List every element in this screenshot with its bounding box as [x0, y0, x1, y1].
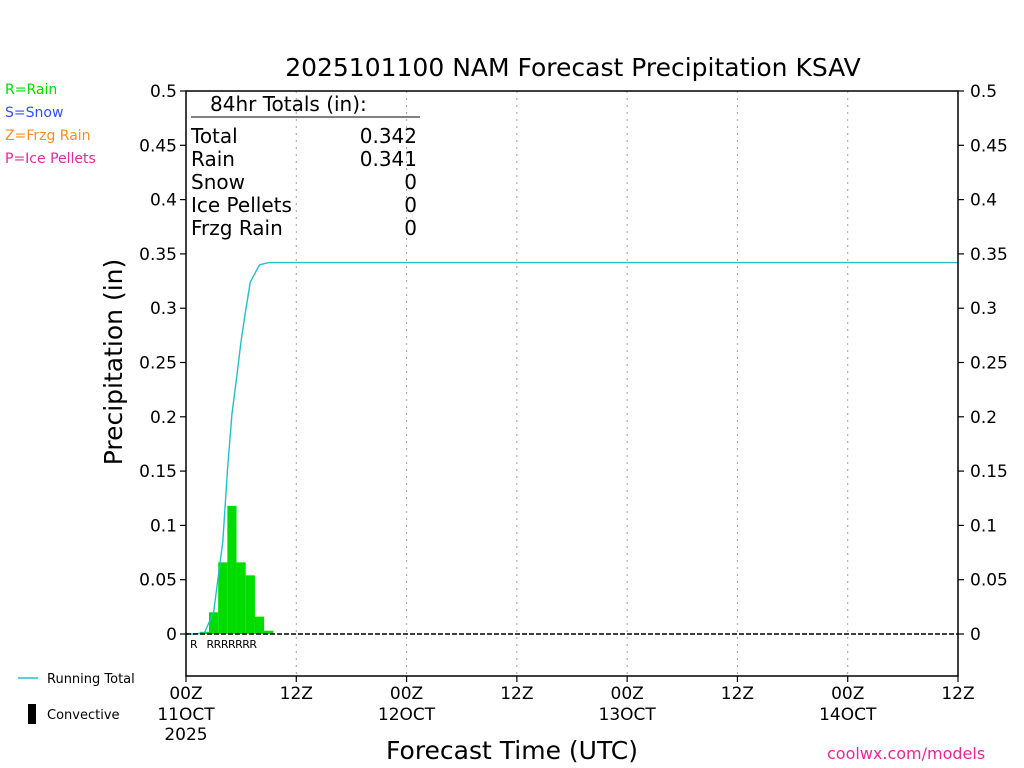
y-tick-label-left: 0.25 — [139, 354, 177, 374]
y-tick-label-left: 0.5 — [150, 82, 177, 102]
precip-bar — [227, 505, 237, 634]
y-axis-left: 0 0.05 0.1 0.15 0.2 0.25 0.3 0.35 0.4 0.45 0.5 — [139, 82, 186, 645]
y-tick-label-right: 0.35 — [970, 245, 1008, 265]
precip-bar — [208, 612, 219, 634]
totals-value: 0.342 — [360, 124, 417, 148]
y-tick-label-left: 0.1 — [150, 516, 177, 536]
totals-label: Ice Pellets — [191, 193, 292, 217]
y-tick-label-left: 0.05 — [139, 571, 177, 591]
x-tick-label: 00Z — [169, 684, 202, 704]
grid-lines — [295, 91, 849, 676]
precip-type-marker: RRRRRRR — [207, 638, 258, 651]
totals-heading: 84hr Totals (in): — [210, 92, 367, 116]
y-tick-label-right: 0.3 — [970, 299, 997, 319]
y-tick-label-right: 0.1 — [970, 516, 997, 536]
y-tick-label-right: 0.5 — [970, 82, 997, 102]
y-tick-label-left: 0.45 — [139, 136, 177, 156]
precip-type-marker: R — [190, 638, 198, 651]
x-tick-year: 2025 — [164, 725, 207, 745]
y-tick-label-right: 0.45 — [970, 136, 1008, 156]
precip-type-markers: R RRRRRRR — [190, 638, 258, 651]
totals-value: 0 — [404, 216, 417, 240]
x-tick-date: 14OCT — [819, 705, 877, 725]
precip-type-legend-item: R=Rain — [5, 82, 58, 98]
y-tick-label-right: 0 — [970, 625, 981, 645]
y-tick-label-left: 0.2 — [150, 408, 177, 428]
running-total-line — [186, 261, 958, 635]
bar-series — [199, 505, 274, 634]
legend-label: Running Total — [47, 672, 135, 687]
x-tick-date: 13OCT — [599, 705, 657, 725]
x-tick-label: 12Z — [500, 684, 533, 704]
precip-type-legend-item: S=Snow — [5, 105, 64, 121]
totals-label: Total — [190, 124, 238, 148]
credit-link[interactable]: coolwx.com/models — [827, 744, 986, 763]
running-total-series — [186, 261, 958, 635]
legend-label: Convective — [47, 708, 120, 723]
y-tick-label-right: 0.4 — [970, 191, 997, 211]
x-tick-label: 12Z — [941, 684, 974, 704]
x-tick-label: 00Z — [390, 684, 423, 704]
totals-label: Snow — [191, 170, 245, 194]
plot-frame — [185, 90, 959, 677]
y-tick-label-right: 0.25 — [970, 354, 1008, 374]
precip-bar — [236, 562, 246, 634]
precip-type-legend-item: P=Ice Pellets — [5, 151, 96, 167]
y-tick-label-left: 0.35 — [139, 245, 177, 265]
x-tick-label: 00Z — [611, 684, 644, 704]
totals-value: 0 — [404, 170, 417, 194]
y-tick-label-right: 0.05 — [970, 571, 1008, 591]
x-tick-date: 11OCT — [157, 705, 215, 725]
y-axis-right: 0 0.05 0.1 0.15 0.2 0.25 0.3 0.35 0.4 0.45 0.5 — [958, 82, 1008, 645]
precip-bar — [254, 616, 265, 634]
y-tick-label-right: 0.15 — [970, 462, 1008, 482]
x-tick-label: 00Z — [831, 684, 864, 704]
precip-type-legend-item: Z=Frzg Rain — [5, 128, 91, 144]
precip-bar — [218, 562, 228, 634]
totals-value: 0 — [404, 193, 417, 217]
series-legend: Running Total Convective — [18, 672, 135, 724]
totals-rows: Total 0.342 Rain 0.341 Snow 0 Ice Pellets 0 Frzg… — [190, 124, 417, 240]
precip-bar — [264, 630, 274, 634]
totals-label: Rain — [191, 147, 235, 171]
totals-label: Frzg Rain — [191, 216, 283, 240]
legend-bar-swatch — [28, 704, 36, 724]
y-tick-label-left: 0 — [166, 625, 177, 645]
totals-panel: 84hr Totals (in): Total 0.342 Rain 0.341 Sno… — [190, 92, 420, 240]
x-tick-label: 12Z — [280, 684, 313, 704]
x-axis-label: Forecast Time (UTC) — [386, 736, 638, 765]
y-tick-label-left: 0.4 — [150, 191, 177, 211]
y-axis-label: Precipitation (in) — [99, 259, 128, 466]
x-tick-date: 12OCT — [378, 705, 436, 725]
chart-title: 2025101100 NAM Forecast Precipitation KS… — [285, 53, 861, 82]
totals-value: 0.341 — [360, 147, 417, 171]
y-tick-label-left: 0.15 — [139, 462, 177, 482]
x-tick-label: 12Z — [721, 684, 754, 704]
precip-bar — [245, 575, 255, 634]
y-tick-label-right: 0.2 — [970, 408, 997, 428]
y-tick-label-left: 0.3 — [150, 299, 177, 319]
